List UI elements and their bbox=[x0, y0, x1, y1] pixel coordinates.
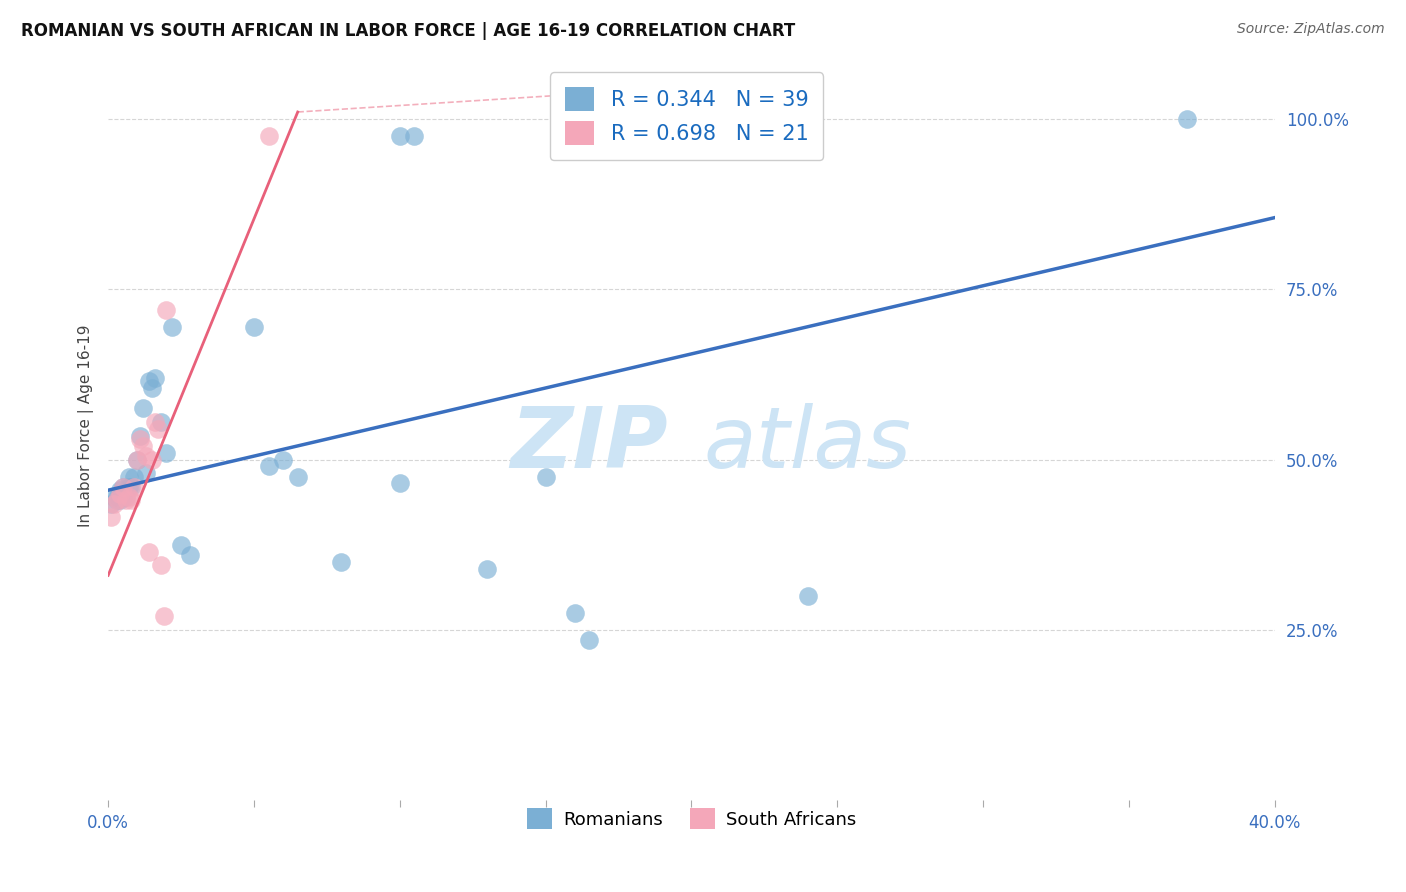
Point bbox=[141, 452, 163, 467]
Point bbox=[146, 422, 169, 436]
Text: Source: ZipAtlas.com: Source: ZipAtlas.com bbox=[1237, 22, 1385, 37]
Text: ZIP: ZIP bbox=[510, 402, 668, 485]
Text: ROMANIAN VS SOUTH AFRICAN IN LABOR FORCE | AGE 16-19 CORRELATION CHART: ROMANIAN VS SOUTH AFRICAN IN LABOR FORCE… bbox=[21, 22, 796, 40]
Point bbox=[108, 486, 131, 500]
Point bbox=[103, 490, 125, 504]
Point bbox=[179, 548, 201, 562]
Point bbox=[287, 469, 309, 483]
Point bbox=[132, 401, 155, 416]
Point bbox=[105, 493, 128, 508]
Point bbox=[578, 633, 600, 648]
Point bbox=[103, 497, 125, 511]
Point bbox=[149, 558, 172, 573]
Point bbox=[404, 128, 426, 143]
Point bbox=[143, 370, 166, 384]
Text: atlas: atlas bbox=[703, 402, 911, 485]
Point bbox=[271, 452, 294, 467]
Point bbox=[330, 555, 353, 569]
Point bbox=[100, 510, 122, 524]
Point bbox=[135, 449, 157, 463]
Point bbox=[138, 544, 160, 558]
Point bbox=[797, 589, 820, 603]
Point bbox=[149, 415, 172, 429]
Point bbox=[170, 538, 193, 552]
Y-axis label: In Labor Force | Age 16-19: In Labor Force | Age 16-19 bbox=[79, 324, 94, 526]
Point bbox=[121, 493, 143, 508]
Point bbox=[124, 480, 146, 494]
Point bbox=[124, 469, 146, 483]
Point bbox=[127, 452, 149, 467]
Point bbox=[135, 466, 157, 480]
Point bbox=[143, 415, 166, 429]
Point bbox=[1175, 112, 1198, 126]
Point bbox=[132, 439, 155, 453]
Point bbox=[117, 469, 139, 483]
Point bbox=[100, 497, 122, 511]
Point bbox=[111, 480, 134, 494]
Point bbox=[243, 319, 266, 334]
Point bbox=[534, 469, 557, 483]
Point bbox=[155, 302, 177, 317]
Point bbox=[152, 609, 174, 624]
Point bbox=[121, 480, 143, 494]
Point bbox=[138, 374, 160, 388]
Point bbox=[388, 128, 411, 143]
Point bbox=[127, 452, 149, 467]
Point bbox=[155, 446, 177, 460]
Point bbox=[105, 490, 128, 504]
Point bbox=[388, 476, 411, 491]
Point bbox=[105, 493, 128, 508]
Point bbox=[114, 490, 136, 504]
Point bbox=[141, 381, 163, 395]
Point bbox=[257, 128, 280, 143]
Point bbox=[564, 606, 586, 620]
Point bbox=[111, 490, 134, 504]
Point bbox=[111, 480, 134, 494]
Point bbox=[477, 561, 499, 575]
Point bbox=[162, 319, 184, 334]
Point bbox=[117, 490, 139, 504]
Point bbox=[129, 428, 152, 442]
Point bbox=[108, 483, 131, 498]
Legend: Romanians, South Africans: Romanians, South Africans bbox=[520, 801, 863, 836]
Point bbox=[129, 432, 152, 446]
Point bbox=[108, 493, 131, 508]
Point bbox=[257, 459, 280, 474]
Point bbox=[117, 480, 139, 494]
Point bbox=[114, 493, 136, 508]
